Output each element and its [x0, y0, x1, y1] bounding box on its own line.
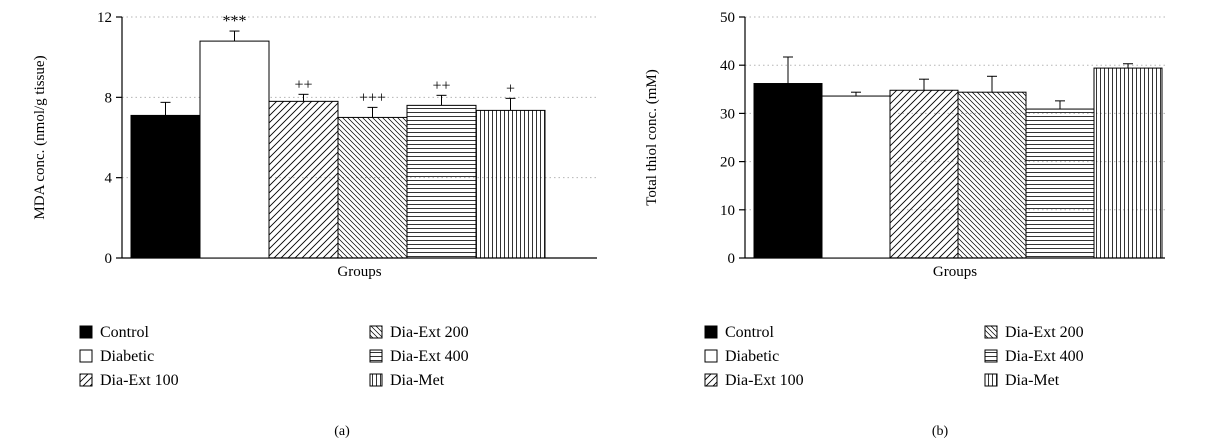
bar-diabetic [199, 40, 270, 259]
legend-label: Dia-Met [390, 372, 445, 389]
legend-swatch [984, 325, 998, 339]
y-tick-label: 10 [720, 203, 735, 219]
legend-swatch [704, 373, 718, 387]
bar-dia-ext-200 [957, 91, 1027, 259]
legend-label: Control [725, 324, 774, 341]
bar-dia-ext-100 [268, 100, 339, 259]
legend-label: Diabetic [725, 348, 779, 365]
legend-swatch [704, 325, 718, 339]
y-tick-label: 4 [105, 171, 113, 187]
legend-label: Dia-Ext 100 [725, 372, 804, 389]
legend-label: Diabetic [100, 348, 154, 365]
y-axis-label: MDA conc. (nmol/g tissue) [32, 55, 48, 219]
legend-swatch [369, 349, 383, 363]
legend-label: Dia-Ext 400 [1005, 348, 1084, 365]
legend-label: Dia-Met [1005, 372, 1060, 389]
y-tick-label: 8 [105, 90, 113, 106]
bar-control [130, 114, 201, 259]
x-axis-label: Groups [933, 264, 977, 280]
bar-dia-ext-400 [406, 104, 477, 259]
y-tick-label: 30 [720, 106, 735, 122]
legend-swatch [79, 373, 93, 387]
significance-label: *** [223, 13, 247, 30]
bar-dia-ext-400 [1025, 108, 1095, 259]
y-tick-label: 20 [720, 155, 735, 171]
legend-label: Dia-Ext 400 [390, 348, 469, 365]
y-tick-label: 0 [105, 251, 113, 267]
legend-label: Dia-Ext 100 [100, 372, 179, 389]
bar-diabetic [821, 95, 891, 259]
legend-swatch [79, 349, 93, 363]
legend-label: Control [100, 324, 149, 341]
bar-control [753, 83, 823, 259]
bar-dia-met [1093, 67, 1163, 259]
bar-dia-ext-100 [889, 89, 959, 259]
y-tick-label: 50 [720, 10, 735, 26]
legend-swatch [984, 373, 998, 387]
legend-swatch [369, 373, 383, 387]
y-axis-label: Total thiol conc. (mM) [644, 69, 660, 205]
significance-label: ++ [432, 77, 450, 94]
legend-swatch [369, 325, 383, 339]
panel-label: (b) [932, 424, 949, 439]
legend-swatch [984, 349, 998, 363]
significance-label: ++ [294, 76, 312, 93]
bar-dia-met [475, 109, 546, 259]
legend-swatch [79, 325, 93, 339]
significance-label: +++ [359, 89, 386, 106]
y-tick-label: 12 [97, 10, 112, 26]
y-tick-label: 40 [720, 58, 735, 74]
significance-label: + [506, 80, 515, 97]
legend-label: Dia-Ext 200 [390, 324, 469, 341]
legend-swatch [704, 349, 718, 363]
panel-label: (a) [334, 424, 350, 439]
legend-label: Dia-Ext 200 [1005, 324, 1084, 341]
chart-panel-b: 0 10 20 30 40 50 Total thiol conc. (mM) Groups C… [644, 10, 1165, 439]
bar-dia-ext-200 [337, 116, 408, 259]
y-tick-label: 0 [728, 251, 736, 267]
x-axis-label: Groups [337, 264, 381, 280]
